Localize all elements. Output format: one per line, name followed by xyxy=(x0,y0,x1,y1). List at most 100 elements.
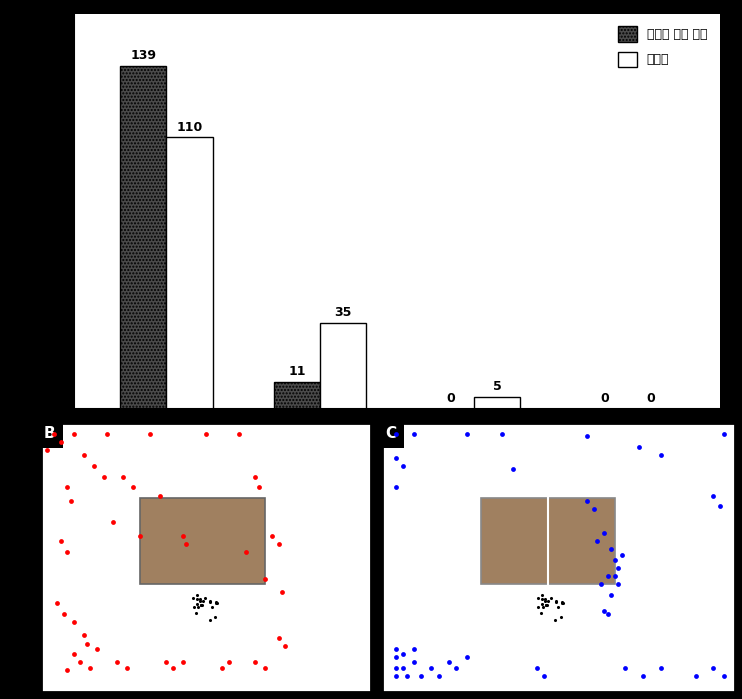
Text: 11: 11 xyxy=(289,365,306,378)
Point xyxy=(253,482,265,493)
Point xyxy=(88,461,99,472)
Point xyxy=(195,599,207,610)
Point xyxy=(507,463,519,474)
Point xyxy=(266,531,278,542)
Point xyxy=(398,662,410,673)
Point xyxy=(539,670,551,682)
Point xyxy=(191,594,203,605)
Point xyxy=(536,594,548,605)
Point xyxy=(634,442,646,453)
Text: 110: 110 xyxy=(177,121,203,134)
Point xyxy=(98,471,110,482)
Point xyxy=(461,428,473,439)
Point xyxy=(191,607,203,619)
Point xyxy=(58,608,70,619)
Point xyxy=(200,428,212,439)
Point xyxy=(204,597,216,608)
Point xyxy=(390,651,402,663)
Point xyxy=(206,601,218,612)
Point xyxy=(91,643,103,654)
Point xyxy=(177,657,188,668)
Point xyxy=(556,596,568,607)
Point xyxy=(121,662,133,673)
Point xyxy=(654,449,666,461)
Bar xyxy=(474,396,520,409)
Point xyxy=(272,538,284,549)
Point xyxy=(249,657,261,668)
Point xyxy=(191,598,203,610)
Point xyxy=(272,633,284,644)
Point xyxy=(240,547,252,558)
Point xyxy=(598,605,610,617)
Point xyxy=(535,607,547,619)
Point xyxy=(68,649,80,660)
Point xyxy=(408,428,420,439)
Point xyxy=(581,431,593,442)
Point xyxy=(204,614,216,626)
Point xyxy=(223,657,235,668)
Point xyxy=(390,670,402,682)
Point xyxy=(65,496,76,507)
Point xyxy=(591,535,603,547)
Point xyxy=(398,461,410,472)
Point xyxy=(233,428,245,439)
Point xyxy=(78,630,90,641)
Point xyxy=(539,593,551,605)
Point xyxy=(539,596,551,607)
Bar xyxy=(166,138,212,409)
Point xyxy=(144,428,156,439)
Point xyxy=(68,617,80,628)
Point xyxy=(200,592,211,603)
Text: 35: 35 xyxy=(335,306,352,319)
Point xyxy=(78,449,90,461)
Point xyxy=(433,670,444,682)
Point xyxy=(637,670,649,682)
Point xyxy=(612,563,624,574)
Point xyxy=(550,614,562,626)
Point xyxy=(196,600,208,611)
Point xyxy=(117,471,129,482)
Point xyxy=(211,598,223,609)
Point xyxy=(609,554,621,565)
Legend: 바이오 방충 필름, 대조구: 바이오 방충 필름, 대조구 xyxy=(611,20,714,73)
Point xyxy=(401,670,413,682)
Point xyxy=(279,641,291,652)
Point xyxy=(540,599,552,610)
Point xyxy=(390,643,402,654)
Point xyxy=(390,482,402,493)
Point xyxy=(450,662,462,673)
Point xyxy=(550,595,562,606)
Point xyxy=(536,598,548,610)
Point xyxy=(211,598,223,609)
Point xyxy=(217,662,229,673)
Point xyxy=(540,599,552,610)
Point xyxy=(426,662,438,673)
Point xyxy=(390,428,402,439)
Point xyxy=(461,651,473,663)
Point xyxy=(588,503,600,514)
Point xyxy=(690,670,702,682)
Point xyxy=(598,528,610,539)
Point xyxy=(167,662,179,673)
Point xyxy=(612,579,624,590)
Point xyxy=(154,490,165,501)
Point xyxy=(605,589,617,600)
Point xyxy=(531,662,543,673)
Point xyxy=(537,601,549,612)
Point xyxy=(209,612,220,623)
Bar xyxy=(274,382,320,409)
Point xyxy=(249,471,261,482)
Text: (n=150): (n=150) xyxy=(599,478,656,491)
Text: C: C xyxy=(386,426,397,440)
Point xyxy=(55,535,67,547)
Text: 139: 139 xyxy=(131,49,157,62)
Point xyxy=(111,657,122,668)
Point xyxy=(48,428,60,439)
Text: 0: 0 xyxy=(447,392,455,405)
Point xyxy=(581,496,593,507)
Point xyxy=(718,428,730,439)
Point xyxy=(408,657,420,668)
Point xyxy=(192,601,204,612)
Point xyxy=(191,590,203,601)
Point xyxy=(443,657,455,668)
